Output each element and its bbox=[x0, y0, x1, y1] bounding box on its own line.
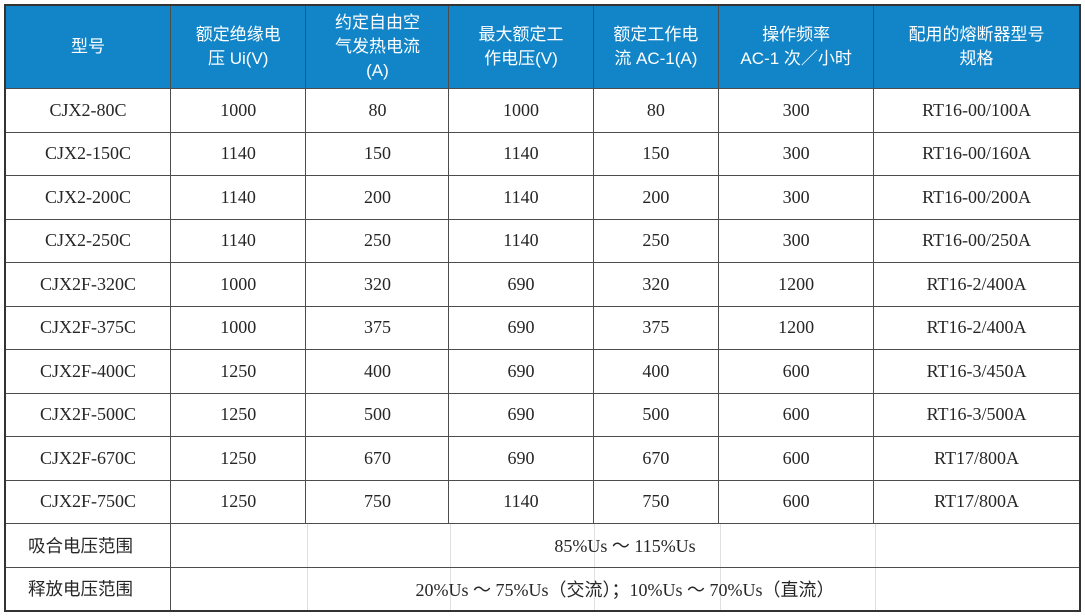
table-cell: 1000 bbox=[170, 88, 307, 133]
table-cell: 1250 bbox=[170, 349, 307, 394]
table-cell: 400 bbox=[305, 349, 450, 394]
model-cell: CJX2F-320C bbox=[4, 262, 172, 307]
column-header: 最大额定工 作电压(V) bbox=[448, 4, 594, 89]
table-cell: 690 bbox=[448, 262, 594, 307]
footer-row: 吸合电压范围 85%Us ～ 115%Us bbox=[4, 523, 1081, 568]
model-cell: CJX2F-670C bbox=[4, 436, 172, 481]
footer-value: 85%Us ～ 115%Us bbox=[170, 523, 1081, 568]
table-row: CJX2F-750C 1250 750 1140 750 600 RT17/800A bbox=[4, 479, 1081, 524]
table-cell: 250 bbox=[305, 218, 450, 263]
table-cell: 1140 bbox=[170, 131, 307, 176]
table-cell: 600 bbox=[718, 436, 875, 481]
table-row: CJX2F-375C 1000 375 690 375 1200 RT16-2/400A bbox=[4, 305, 1081, 350]
table-cell: RT16-3/500A bbox=[873, 392, 1081, 437]
model-cell: CJX2-150C bbox=[4, 131, 172, 176]
table-cell: 600 bbox=[718, 349, 875, 394]
table-row: CJX2F-400C 1250 400 690 400 600 RT16-3/450A bbox=[4, 349, 1081, 394]
table-cell: RT16-2/400A bbox=[873, 305, 1081, 350]
table-cell: 750 bbox=[592, 479, 720, 524]
table-cell: 320 bbox=[592, 262, 720, 307]
column-header: 约定自由空 气发热电流 (A) bbox=[305, 4, 450, 89]
table-cell: 400 bbox=[592, 349, 720, 394]
table-row: CJX2-150C 1140 150 1140 150 300 RT16-00/160A bbox=[4, 131, 1081, 176]
column-header: 额定工作电 流 AC-1(A) bbox=[592, 4, 720, 89]
table-cell: 670 bbox=[592, 436, 720, 481]
table-cell: 300 bbox=[718, 175, 875, 220]
table-cell: 320 bbox=[305, 262, 450, 307]
table-cell: 1000 bbox=[170, 305, 307, 350]
footer-row: 释放电压范围 20%Us ～ 75%Us（交流）；10%Us ～ 70%Us（直流… bbox=[4, 566, 1081, 612]
table-body: CJX2-80C 1000 80 1000 80 300 RT16-00/100A CJX2-… bbox=[4, 88, 1081, 612]
table-cell: 300 bbox=[718, 131, 875, 176]
table-cell: 1200 bbox=[718, 305, 875, 350]
table-cell: 1200 bbox=[718, 262, 875, 307]
table-cell: 690 bbox=[448, 436, 594, 481]
model-cell: CJX2F-500C bbox=[4, 392, 172, 437]
table-row: CJX2-200C 1140 200 1140 200 300 RT16-00/200A bbox=[4, 175, 1081, 220]
table-cell: 500 bbox=[592, 392, 720, 437]
table-cell: 200 bbox=[592, 175, 720, 220]
table-cell: 1000 bbox=[170, 262, 307, 307]
table-cell: 80 bbox=[592, 88, 720, 133]
model-cell: CJX2F-750C bbox=[4, 479, 172, 524]
table-cell: 600 bbox=[718, 479, 875, 524]
table-cell: 150 bbox=[592, 131, 720, 176]
model-cell: CJX2F-400C bbox=[4, 349, 172, 394]
table-cell: 1000 bbox=[448, 88, 594, 133]
model-cell: CJX2-200C bbox=[4, 175, 172, 220]
table-cell: 375 bbox=[305, 305, 450, 350]
table-cell: 80 bbox=[305, 88, 450, 133]
header-row: 型号 额定绝缘电 压 Ui(V) 约定自由空 气发热电流 (A) 最大额定工 作电压(… bbox=[4, 4, 1081, 89]
contactor-spec-table: 型号 额定绝缘电 压 Ui(V) 约定自由空 气发热电流 (A) 最大额定工 作电压(… bbox=[4, 4, 1081, 612]
table-row: CJX2-80C 1000 80 1000 80 300 RT16-00/100A bbox=[4, 88, 1081, 133]
model-cell: CJX2-80C bbox=[4, 88, 172, 133]
table-cell: 250 bbox=[592, 218, 720, 263]
table-cell: 1250 bbox=[170, 392, 307, 437]
table-cell: RT16-00/200A bbox=[873, 175, 1081, 220]
table-cell: 1250 bbox=[170, 436, 307, 481]
table-cell: 1250 bbox=[170, 479, 307, 524]
table-cell: 670 bbox=[305, 436, 450, 481]
table-cell: 1140 bbox=[448, 218, 594, 263]
model-cell: CJX2-250C bbox=[4, 218, 172, 263]
footer-label: 吸合电压范围 bbox=[4, 523, 172, 568]
table-cell: RT17/800A bbox=[873, 436, 1081, 481]
table-cell: 300 bbox=[718, 218, 875, 263]
footer-value: 20%Us ～ 75%Us（交流）；10%Us ～ 70%Us（直流） bbox=[170, 566, 1081, 612]
table-cell: 1140 bbox=[448, 175, 594, 220]
model-cell: CJX2F-375C bbox=[4, 305, 172, 350]
table-cell: 1140 bbox=[170, 175, 307, 220]
column-header: 配用的熔断器型号 规格 bbox=[873, 4, 1081, 89]
column-header: 额定绝缘电 压 Ui(V) bbox=[170, 4, 307, 89]
table-cell: 300 bbox=[718, 88, 875, 133]
table-cell: 1140 bbox=[170, 218, 307, 263]
table-cell: 750 bbox=[305, 479, 450, 524]
table-cell: 375 bbox=[592, 305, 720, 350]
table-cell: 500 bbox=[305, 392, 450, 437]
column-header: 型号 bbox=[4, 4, 172, 89]
table-cell: 200 bbox=[305, 175, 450, 220]
table-cell: 1140 bbox=[448, 131, 594, 176]
table-cell: 150 bbox=[305, 131, 450, 176]
table-cell: RT17/800A bbox=[873, 479, 1081, 524]
table-row: CJX2F-320C 1000 320 690 320 1200 RT16-2/400A bbox=[4, 262, 1081, 307]
table-cell: RT16-00/100A bbox=[873, 88, 1081, 133]
table-cell: RT16-3/450A bbox=[873, 349, 1081, 394]
table-cell: RT16-00/250A bbox=[873, 218, 1081, 263]
table-row: CJX2-250C 1140 250 1140 250 300 RT16-00/250A bbox=[4, 218, 1081, 263]
table-cell: 690 bbox=[448, 349, 594, 394]
footer-label: 释放电压范围 bbox=[4, 566, 172, 612]
table-cell: 1140 bbox=[448, 479, 594, 524]
table-cell: RT16-2/400A bbox=[873, 262, 1081, 307]
table-cell: 690 bbox=[448, 305, 594, 350]
column-header: 操作频率 AC-1 次／小时 bbox=[718, 4, 875, 89]
table-row: CJX2F-500C 1250 500 690 500 600 RT16-3/500A bbox=[4, 392, 1081, 437]
table-cell: RT16-00/160A bbox=[873, 131, 1081, 176]
table-cell: 600 bbox=[718, 392, 875, 437]
table-cell: 690 bbox=[448, 392, 594, 437]
table-row: CJX2F-670C 1250 670 690 670 600 RT17/800A bbox=[4, 436, 1081, 481]
